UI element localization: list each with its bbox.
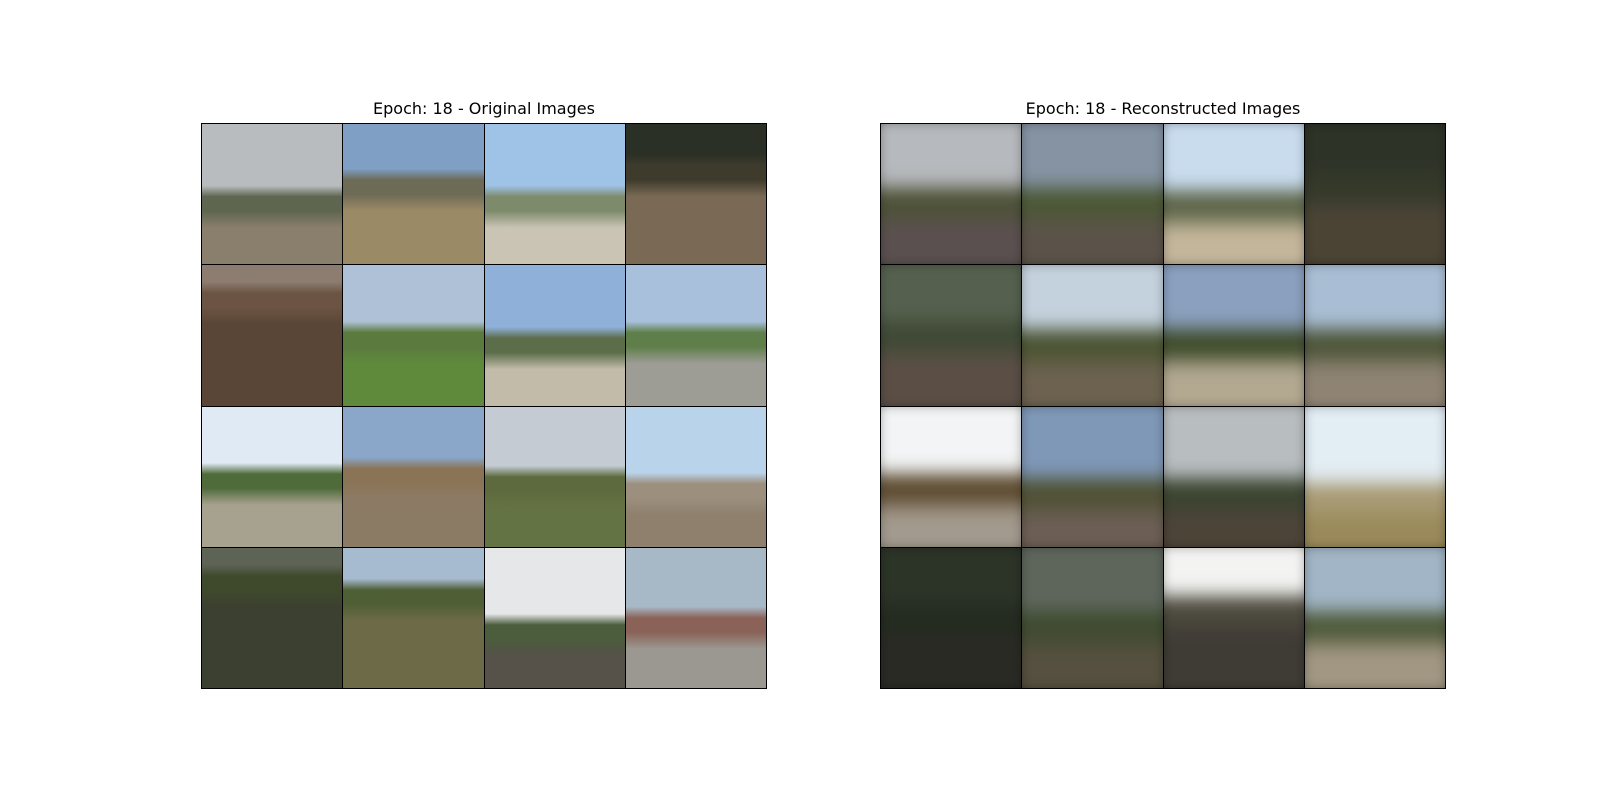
- original-image-tile: [625, 124, 766, 265]
- reconstructed-image-tile: [1022, 547, 1163, 688]
- original-image-tile: [484, 547, 625, 688]
- reconstructed-images-title: Epoch: 18 - Reconstructed Images: [1025, 99, 1301, 118]
- original-image-tile: [625, 406, 766, 547]
- reconstructed-image-tile: [1304, 265, 1445, 406]
- original-image-tile: [343, 406, 484, 547]
- reconstructed-image-tile: [1163, 124, 1304, 265]
- original-image-tile: [625, 265, 766, 406]
- original-image-tile: [484, 406, 625, 547]
- reconstructed-image-tile: [881, 265, 1022, 406]
- original-image-tile: [202, 406, 343, 547]
- reconstructed-image-tile: [1022, 265, 1163, 406]
- original-image-tile: [202, 547, 343, 688]
- reconstructed-images-panel: Epoch: 18 - Reconstructed Images: [880, 95, 1446, 689]
- reconstructed-image-tile: [1163, 265, 1304, 406]
- original-images-grid: [201, 123, 767, 689]
- original-image-tile: [484, 265, 625, 406]
- reconstructed-image-tile: [1163, 547, 1304, 688]
- reconstructed-image-tile: [1022, 406, 1163, 547]
- reconstructed-image-tile: [1304, 547, 1445, 688]
- original-image-tile: [343, 547, 484, 688]
- original-image-tile: [202, 124, 343, 265]
- original-images-title: Epoch: 18 - Original Images: [373, 99, 595, 118]
- reconstructed-images-grid: [880, 123, 1446, 689]
- reconstructed-image-tile: [1163, 406, 1304, 547]
- original-image-tile: [484, 124, 625, 265]
- reconstructed-image-tile: [1304, 406, 1445, 547]
- reconstructed-image-tile: [881, 124, 1022, 265]
- original-image-tile: [625, 547, 766, 688]
- original-images-panel: Epoch: 18 - Original Images: [201, 95, 767, 689]
- reconstructed-image-tile: [881, 406, 1022, 547]
- original-image-tile: [202, 265, 343, 406]
- original-image-tile: [343, 124, 484, 265]
- reconstructed-image-tile: [1304, 124, 1445, 265]
- original-image-tile: [343, 265, 484, 406]
- reconstructed-image-tile: [881, 547, 1022, 688]
- reconstructed-image-tile: [1022, 124, 1163, 265]
